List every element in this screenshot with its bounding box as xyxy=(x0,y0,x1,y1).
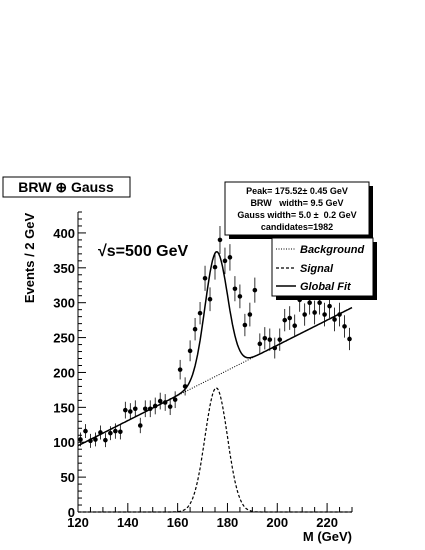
x-tick-label: 140 xyxy=(117,515,139,530)
data-point xyxy=(247,312,253,317)
data-point xyxy=(257,341,263,347)
fit-peak: Peak= 175.52± 0.45 GeV xyxy=(246,186,348,196)
data-point xyxy=(78,437,83,442)
fit-parameter-box: Peak= 175.52± 0.45 GeV BRW width= 9.5 Ge… xyxy=(224,181,373,239)
data-point xyxy=(267,337,273,342)
y-tick-label: 150 xyxy=(53,400,75,415)
data-point xyxy=(232,286,238,292)
data-point xyxy=(182,384,188,389)
data-point xyxy=(262,335,268,341)
data-point xyxy=(292,323,298,329)
global-fit-curve xyxy=(77,250,353,447)
y-tick-label: 400 xyxy=(53,226,75,241)
fit-brw-width: BRW width= 9.5 GeV xyxy=(250,198,343,208)
data-point xyxy=(217,237,223,243)
x-tick-label: 160 xyxy=(167,515,189,530)
plot-axes: 0 50 100 150 200 250 300 350 400 120 140 160 180 200 2… xyxy=(53,211,353,530)
y-tick-label: 300 xyxy=(53,296,75,311)
y-tick-label: 350 xyxy=(53,261,75,276)
data-point xyxy=(103,437,108,443)
data-point xyxy=(332,317,337,322)
data-point xyxy=(118,429,123,435)
chart-title: BRW ⊕ Gauss xyxy=(18,179,114,195)
energy-annotation: √s=500 GeV xyxy=(98,243,189,260)
data-point xyxy=(272,345,278,351)
data-point xyxy=(227,255,233,260)
data-point xyxy=(302,312,307,317)
data-point xyxy=(167,404,173,409)
data-point xyxy=(207,296,213,302)
data-point xyxy=(222,258,228,264)
data-point xyxy=(187,348,193,354)
data-point xyxy=(157,398,163,404)
title-box: BRW ⊕ Gauss xyxy=(2,176,131,198)
data-point xyxy=(123,407,128,413)
data-point xyxy=(137,423,143,428)
data-point xyxy=(93,437,98,442)
data-point xyxy=(108,430,113,436)
x-tick-label: 220 xyxy=(316,515,338,530)
legend-signal-label: Signal xyxy=(300,263,334,275)
data-point xyxy=(287,315,293,321)
data-point xyxy=(252,287,258,293)
data-point xyxy=(192,326,198,332)
signal-curve xyxy=(78,387,352,513)
fit-curves xyxy=(77,250,353,513)
data-point xyxy=(212,264,218,270)
y-tick-label: 50 xyxy=(61,470,75,485)
data-point xyxy=(177,367,183,372)
data-point xyxy=(277,337,283,342)
data-points xyxy=(78,225,352,448)
data-point xyxy=(128,409,133,414)
data-point xyxy=(342,324,347,329)
data-point xyxy=(132,406,138,412)
fit-gauss-width: Gauss width= 5.0 ± 0.2 GeV xyxy=(237,210,356,220)
x-tick-label: 200 xyxy=(266,515,288,530)
data-point xyxy=(197,310,203,316)
data-point xyxy=(327,303,332,309)
data-point xyxy=(307,300,312,305)
data-point xyxy=(162,400,168,405)
legend-global-fit-label: Global Fit xyxy=(300,281,352,293)
data-point xyxy=(237,294,243,299)
data-point xyxy=(83,428,88,434)
data-point xyxy=(202,275,208,281)
data-point xyxy=(347,336,352,342)
data-point xyxy=(317,300,322,305)
data-point xyxy=(113,428,118,434)
data-point xyxy=(337,312,342,317)
y-tick-label: 250 xyxy=(53,331,75,346)
data-point xyxy=(98,430,103,435)
fit-candidates: candidates=1982 xyxy=(261,222,333,232)
y-tick-label: 100 xyxy=(53,435,75,450)
data-point xyxy=(152,403,158,409)
y-axis-label: Events / 2 GeV xyxy=(22,213,37,304)
y-tick-label: 0 xyxy=(68,505,75,520)
data-point xyxy=(142,406,148,412)
x-tick-label: 120 xyxy=(67,515,89,530)
data-point xyxy=(312,310,317,315)
data-point xyxy=(282,317,288,323)
data-point xyxy=(322,312,327,317)
legend-background-label: Background xyxy=(300,244,364,256)
y-tick-label: 200 xyxy=(53,365,75,380)
data-point xyxy=(88,438,93,444)
x-axis-label: M (GeV) xyxy=(303,529,352,544)
data-point xyxy=(172,397,178,402)
x-tick-label: 180 xyxy=(217,515,239,530)
legend: Background Signal Global Fit xyxy=(271,237,377,300)
data-point xyxy=(242,322,248,328)
data-point xyxy=(147,406,153,412)
